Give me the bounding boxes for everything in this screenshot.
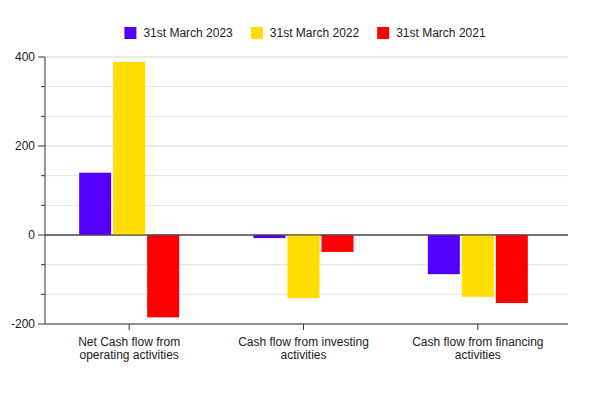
x-tick xyxy=(129,324,130,330)
y-axis xyxy=(45,57,46,324)
bar xyxy=(113,62,145,235)
x-tick-label-line: activities xyxy=(455,348,501,362)
x-tick-label-line: Net Cash flow from xyxy=(78,335,180,349)
x-tick-label: Net Cash flow fromoperating activities xyxy=(78,335,180,362)
x-tick-label: Cash flow from investingactivities xyxy=(238,335,369,362)
legend: 31st March 2023 31st March 2022 31st March… xyxy=(124,26,485,40)
minor-tick xyxy=(41,86,45,87)
y-tick-label: 0 xyxy=(28,228,35,242)
x-tick xyxy=(477,324,478,330)
bar xyxy=(428,235,460,274)
bar xyxy=(462,235,494,297)
x-tick-label-line: Cash flow from financing xyxy=(412,335,543,349)
legend-swatch xyxy=(377,27,389,39)
bar xyxy=(322,235,354,252)
minor-tick xyxy=(41,205,45,206)
y-tick-label: 200 xyxy=(15,139,35,153)
minor-tick xyxy=(41,264,45,265)
grid-line xyxy=(45,324,568,325)
bar xyxy=(79,173,111,235)
y-tick-label: 400 xyxy=(15,50,35,64)
x-tick xyxy=(303,324,304,330)
grid-line xyxy=(45,57,568,58)
legend-label: 31st March 2023 xyxy=(143,26,233,40)
bar xyxy=(496,235,528,303)
x-tick-label: Cash flow from financingactivities xyxy=(412,335,543,362)
x-tick-label-line: Cash flow from investing xyxy=(238,335,369,349)
minor-tick xyxy=(41,175,45,176)
y-tick-label: -200 xyxy=(11,317,35,331)
chart: -200 0 200 400 Net Cash flow fromoperating a… xyxy=(0,0,600,393)
y-tick xyxy=(38,235,45,236)
legend-swatch xyxy=(251,27,263,39)
bar xyxy=(288,235,320,298)
legend-swatch xyxy=(124,27,136,39)
x-tick-label-line: activities xyxy=(280,348,326,362)
legend-label: 31st March 2022 xyxy=(270,26,360,40)
grid-line xyxy=(45,235,568,236)
y-tick xyxy=(38,146,45,147)
y-tick xyxy=(38,57,45,58)
bar xyxy=(147,235,179,317)
x-tick-label-line: operating activities xyxy=(79,348,178,362)
y-tick xyxy=(38,324,45,325)
zero-line xyxy=(45,235,568,236)
minor-tick xyxy=(41,116,45,117)
legend-label: 31st March 2021 xyxy=(396,26,486,40)
minor-tick xyxy=(41,294,45,295)
bars xyxy=(79,62,528,317)
x-axis xyxy=(45,324,568,325)
